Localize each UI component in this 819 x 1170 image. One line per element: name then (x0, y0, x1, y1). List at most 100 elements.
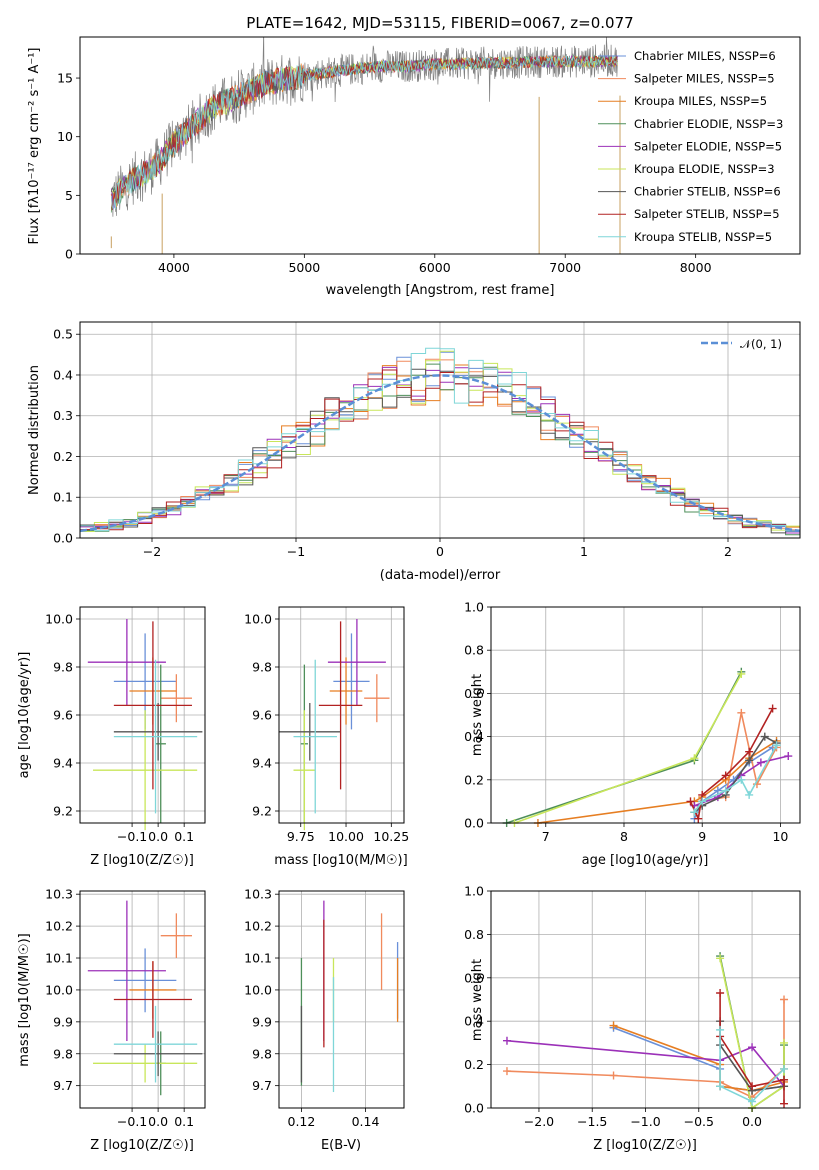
errorbar-point (113, 703, 203, 761)
mass-weight-marker (609, 1071, 618, 1080)
mass-weight-vs-age-xlabel: age [log10(age/yr)] (582, 853, 709, 868)
mass-vs-ebv-frame (278, 890, 405, 1109)
gaussian-curve (79, 374, 801, 533)
y-tick-label: 10.0 (244, 982, 272, 997)
mass-weight-vs-age-panel: 7 8 9 10 0.0 0.2 0.4 0.6 0.8 1.0 age [log10(age/y… (464, 600, 801, 868)
mass-weight-marker (760, 732, 769, 741)
x-tick-label: 7000 (549, 260, 581, 275)
x-tick-label: −1 (287, 544, 305, 559)
y-tick-label: 10.1 (244, 951, 272, 966)
y-tick-label: 9.7 (53, 1078, 73, 1093)
age-vs-mass-xlabel: mass [log10(M/M☉)] (274, 853, 407, 868)
gaussian-legend-label: 𝒩(0, 1) (740, 337, 782, 351)
mass-weight-marker (716, 1082, 725, 1091)
mass-weight-marker (780, 1099, 789, 1108)
y-tick-label: 1.0 (464, 884, 484, 899)
mass-weight-marker (737, 708, 746, 717)
y-tick-label: 9.4 (53, 756, 73, 771)
legend-label: Chabrier ELODIE, NSSP=3 (634, 117, 783, 131)
y-tick-label: 10 (57, 129, 73, 144)
y-tick-label: 9.8 (252, 1046, 272, 1061)
mass-weight-marker (737, 775, 746, 784)
x-tick-label: 0 (436, 544, 444, 559)
y-tick-label: 5 (65, 188, 73, 203)
errorbar-point (293, 659, 337, 814)
x-tick-label: 0.1 (174, 1114, 194, 1129)
y-tick-label: 0.1 (53, 490, 73, 505)
y-tick-label: 9.8 (53, 660, 73, 675)
x-tick-label: 0.14 (352, 1114, 380, 1129)
residual-histogram (80, 347, 800, 532)
age-vs-z-panel: −0.1 0.0 0.1 9.2 9.4 9.6 9.8 10.0 Z [log10(Z/Z☉… (17, 606, 206, 868)
mass-vs-ebv-panel: 0.12 0.14 9.7 9.8 9.9 10.0 10.1 10.2 10.3 E(B-V) (244, 887, 405, 1153)
residual-histogram (80, 369, 800, 531)
y-tick-label: 0.4 (464, 729, 484, 744)
legend-label: Salpeter MILES, NSSP=5 (634, 72, 775, 86)
y-tick-label: 0.8 (464, 643, 484, 658)
y-tick-label: 9.7 (252, 1078, 272, 1093)
age-vs-mass-panel: 9.75 10.00 10.25 9.2 9.4 9.6 9.8 10.0 mass [log… (244, 606, 409, 868)
x-tick-label: 1 (580, 544, 588, 559)
y-tick-label: 0.0 (53, 531, 73, 546)
x-tick-label: 2 (724, 544, 732, 559)
y-tick-label: 0.6 (464, 970, 484, 985)
mass-weight-marker (780, 1064, 789, 1073)
y-tick-label: 10.0 (244, 612, 272, 627)
errorbar-point (113, 659, 198, 814)
y-tick-label: 0.4 (53, 367, 73, 382)
y-tick-label: 9.2 (53, 804, 73, 819)
spectrum-xlabel: wavelength [Angstrom, rest frame] (326, 283, 555, 298)
errorbar-point (293, 710, 316, 831)
y-tick-label: 9.9 (53, 1014, 73, 1029)
mass-weight-line (719, 958, 785, 1110)
y-tick-label: 0.0 (464, 1101, 484, 1116)
residuals-panel: −2 −1 0 1 2 0.0 0.1 0.2 0.3 0.4 0.5 (data-model)/e… (27, 321, 801, 583)
mass-weight-line (689, 708, 774, 822)
mass-weight-marker (716, 954, 725, 963)
spectrum-frame (79, 36, 801, 255)
legend-label: Salpeter STELIB, NSSP=5 (634, 207, 780, 221)
x-tick-label: 7 (542, 829, 550, 844)
mass-weight-line (506, 1039, 785, 1087)
y-tick-label: 0.3 (53, 408, 73, 423)
x-tick-label: 10.25 (373, 829, 409, 844)
legend-label: Salpeter ELODIE, NSSP=5 (634, 139, 782, 153)
errorbar-point (93, 710, 198, 831)
y-tick-label: 0.4 (464, 1014, 484, 1029)
spectrum-lines (110, 37, 621, 254)
mass-weight-marker (690, 754, 699, 763)
x-tick-label: 6000 (419, 260, 451, 275)
errorbar-point (155, 664, 166, 823)
mass-weight-marker (745, 756, 754, 765)
model-spectrum-line (110, 54, 618, 210)
y-tick-label: 0.5 (53, 327, 73, 342)
y-tick-label: 9.4 (252, 756, 272, 771)
mass-weight-marker (780, 1038, 789, 1047)
mass-weight-line (537, 740, 777, 824)
mass-weight-marker (768, 704, 777, 713)
mass-weight-marker (502, 1036, 511, 1045)
errorbar-point (113, 1031, 203, 1077)
x-tick-label: −1.0 (630, 1114, 660, 1129)
y-tick-label: 15 (57, 71, 73, 86)
y-tick-label: 0.2 (464, 772, 484, 787)
y-tick-label: 10.2 (45, 919, 73, 934)
mass-weight-vs-age-ylabel: mass weight (470, 674, 485, 756)
errorbar-point (113, 961, 192, 1038)
legend-label: Kroupa MILES, NSSP=5 (634, 94, 767, 108)
x-tick-label: 8000 (680, 260, 712, 275)
x-tick-label: −0.1 (117, 1114, 147, 1129)
mass-vs-z-panel: −0.1 0.0 0.1 9.7 9.8 9.9 10.0 10.1 10.2 10.3 Z [l… (17, 887, 206, 1153)
x-tick-label: 0.0 (148, 1114, 168, 1129)
model-spectrum-line (110, 54, 618, 210)
errorbar-point (160, 674, 192, 723)
mass-weight-marker (609, 1021, 618, 1030)
x-tick-label: −0.5 (684, 1114, 714, 1129)
y-tick-label: 10.3 (244, 887, 272, 902)
mass-weight-marker (780, 1075, 789, 1084)
errorbar-point (318, 621, 363, 790)
y-tick-label: 9.6 (53, 708, 73, 723)
residuals-ylabel: Normed distribution (27, 365, 42, 495)
y-tick-label: 9.6 (252, 708, 272, 723)
